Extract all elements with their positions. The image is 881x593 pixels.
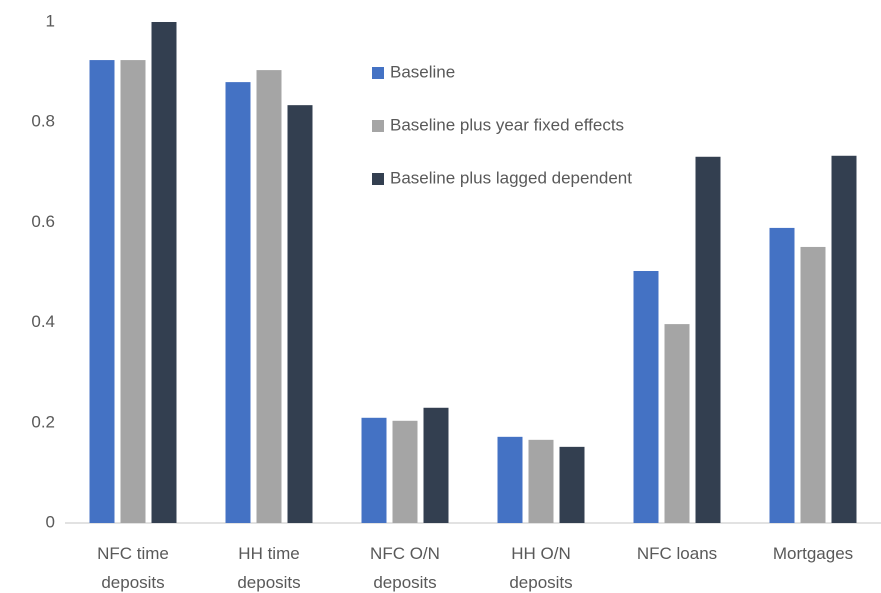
bar [800, 246, 826, 523]
bar [361, 417, 387, 523]
legend-label: Baseline plus lagged dependent [390, 168, 632, 187]
bar [497, 436, 523, 523]
y-tick-label: 0.6 [31, 212, 55, 231]
y-tick-label: 0 [46, 512, 55, 531]
bar [664, 324, 690, 523]
bar [559, 446, 585, 523]
y-tick-label: 1 [46, 11, 55, 30]
legend-swatch [372, 67, 384, 79]
bar [769, 227, 795, 523]
x-tick-label: NFC time deposits [97, 544, 169, 592]
bar [831, 155, 857, 523]
y-tick-label: 0.2 [31, 412, 55, 431]
bar [287, 105, 313, 523]
bar [89, 60, 115, 524]
x-tick-label: HH O/N deposits [509, 544, 573, 592]
x-tick-label: NFC O/N deposits [370, 544, 440, 592]
bar [528, 439, 554, 523]
legend-label: Baseline [390, 62, 455, 81]
bar [225, 82, 251, 524]
legend-swatch [372, 173, 384, 185]
legend-swatch [372, 120, 384, 132]
bar [256, 70, 282, 523]
y-tick-label: 0.4 [31, 312, 55, 331]
bar [151, 22, 177, 523]
bar [633, 270, 659, 523]
bar [392, 420, 418, 523]
x-tick-label: HH time deposits [237, 544, 301, 592]
x-tick-label: NFC loans [636, 544, 718, 563]
y-tick-label: 0.8 [31, 112, 55, 131]
bar [423, 407, 449, 523]
legend-label: Baseline plus year fixed effects [390, 115, 624, 134]
bar [120, 60, 146, 524]
bar [695, 156, 721, 524]
x-tick-label: Mortgages [772, 544, 854, 563]
